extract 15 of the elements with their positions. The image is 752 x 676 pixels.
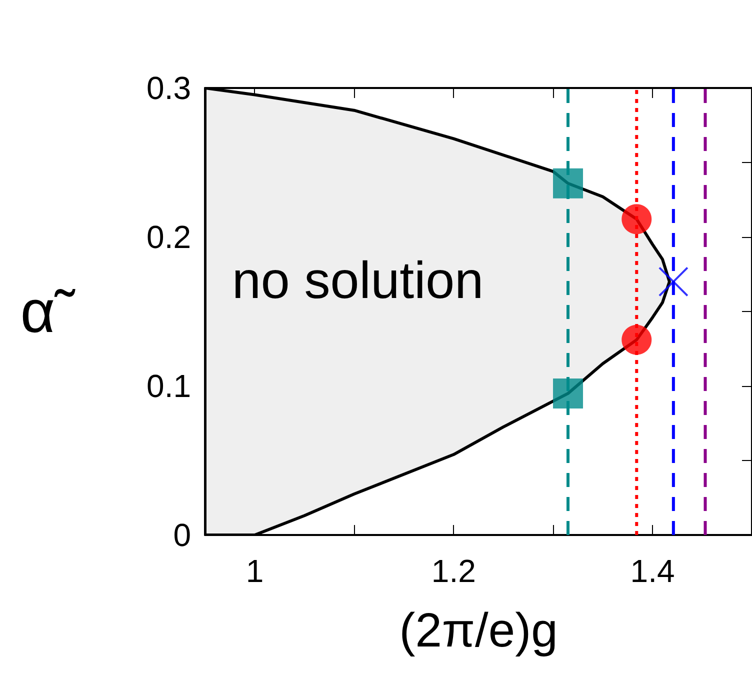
y-tick-label: 0.1 — [146, 368, 191, 404]
x-axis-title: (2π/e)g — [399, 604, 558, 658]
point — [553, 378, 584, 408]
y-tick-label: 0.3 — [146, 70, 191, 106]
point — [553, 168, 584, 198]
point — [622, 324, 652, 355]
x-tick-label: 1.2 — [431, 553, 476, 589]
annotation: no solution — [232, 252, 484, 310]
point — [658, 266, 688, 297]
point — [622, 204, 652, 234]
y-tick-label: 0 — [173, 517, 191, 553]
y-tick-label: 0.2 — [146, 219, 191, 255]
x-tick-label: 1 — [246, 553, 264, 589]
x-tick-label: 1.4 — [630, 553, 675, 589]
y-axis-title: α̃ — [20, 278, 76, 345]
